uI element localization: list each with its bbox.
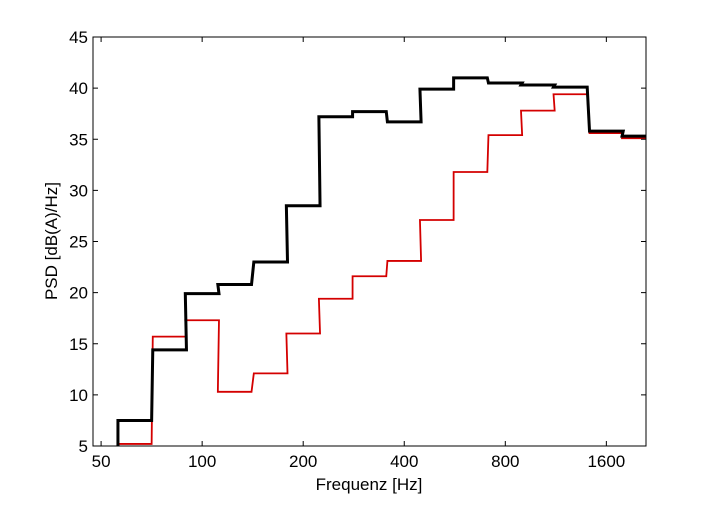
- series-layer: [116, 76, 646, 446]
- y-axis-label: PSD [dB(A)/Hz]: [42, 182, 61, 300]
- ticks-layer: 50 100 200 400 800 1600 5 10 15 20 25 30 35 40 45: [69, 28, 646, 471]
- x-axis-label: Frequenz [Hz]: [316, 475, 423, 494]
- x-tick-label: 800: [491, 452, 519, 471]
- x-tick-label: 400: [390, 452, 418, 471]
- y-tick-label: 45: [69, 28, 88, 47]
- y-tick-label: 40: [69, 79, 88, 98]
- y-tick-label: 35: [69, 130, 88, 149]
- series-line-red: [117, 93, 646, 446]
- y-tick-label: 10: [69, 386, 88, 405]
- y-tick-label: 20: [69, 284, 88, 303]
- y-tick-label: 30: [69, 181, 88, 200]
- x-tick-label: 50: [92, 452, 111, 471]
- x-tick-label: 1600: [587, 452, 625, 471]
- x-tick-label: 100: [188, 452, 216, 471]
- y-tick-label: 25: [69, 233, 88, 252]
- y-tick-label: 5: [79, 437, 88, 456]
- plot-area-frame: [92, 36, 647, 447]
- y-tick-label: 15: [69, 335, 88, 354]
- series-line-black: [116, 76, 646, 446]
- x-tick-label: 200: [289, 452, 317, 471]
